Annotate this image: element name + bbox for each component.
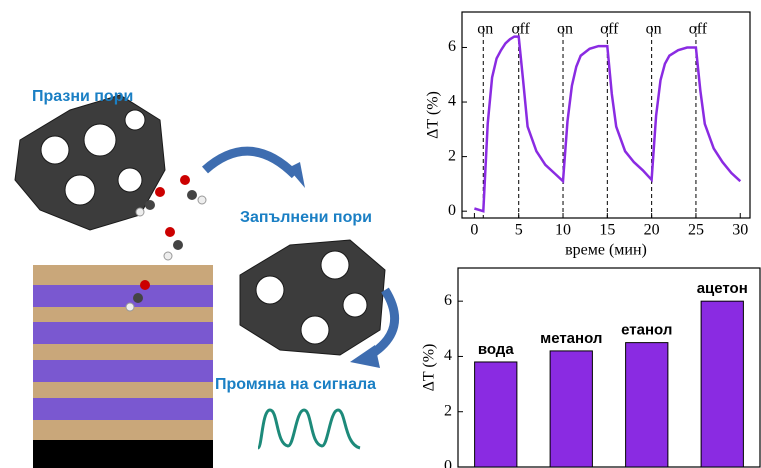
base bbox=[33, 440, 213, 468]
y-axis-label: ΔT (%) bbox=[421, 344, 438, 392]
x-tick-label: 20 bbox=[644, 222, 660, 239]
y-tick-label: 0 bbox=[444, 458, 452, 468]
arrow bbox=[205, 151, 295, 175]
x-axis-label: време (мин) bbox=[565, 242, 647, 259]
label: Промяна на сигнала bbox=[215, 376, 376, 393]
y-tick-label: 0 bbox=[448, 202, 456, 219]
illustration: Празни пори Запълнени пори Промяна на си… bbox=[15, 88, 395, 468]
y-tick-label: 6 bbox=[448, 38, 456, 55]
annotation: on bbox=[557, 21, 573, 38]
x-tick-label: 25 bbox=[688, 222, 704, 239]
bar-label: ацетон bbox=[697, 280, 748, 297]
figure: Празни пори Запълнени пори Промяна на си… bbox=[0, 0, 761, 468]
y-tick-label: 2 bbox=[448, 147, 456, 164]
y-tick-label: 4 bbox=[444, 347, 452, 364]
bar-label: етанол bbox=[621, 322, 672, 339]
bar bbox=[550, 351, 592, 467]
layer bbox=[33, 360, 213, 382]
x-tick-label: 5 bbox=[515, 222, 523, 239]
x-tick-label: 15 bbox=[599, 222, 615, 239]
bar-label: метанол bbox=[540, 330, 602, 347]
annotation: off bbox=[600, 21, 619, 38]
framework-filled bbox=[240, 240, 385, 355]
layer bbox=[33, 285, 213, 307]
annotation: on bbox=[477, 21, 493, 38]
x-tick-label: 0 bbox=[470, 222, 478, 239]
x-tick-label: 30 bbox=[732, 222, 748, 239]
annotation: off bbox=[689, 21, 708, 38]
annotation: off bbox=[512, 21, 531, 38]
label: Празни пори bbox=[32, 88, 133, 105]
y-tick-label: 2 bbox=[444, 402, 452, 419]
label: Запълнени пори bbox=[240, 209, 372, 226]
arrow-head bbox=[350, 345, 380, 368]
y-axis-label: ΔT (%) bbox=[425, 91, 442, 139]
bar bbox=[701, 301, 743, 467]
annotation: on bbox=[646, 21, 662, 38]
bar-label: вода bbox=[478, 341, 515, 358]
bar bbox=[475, 362, 517, 467]
bar bbox=[626, 343, 668, 467]
layer bbox=[33, 398, 213, 420]
layer bbox=[33, 322, 213, 344]
signal-wave bbox=[258, 410, 360, 448]
y-tick-label: 6 bbox=[444, 292, 452, 309]
y-tick-label: 4 bbox=[448, 93, 456, 110]
x-tick-label: 10 bbox=[555, 222, 571, 239]
